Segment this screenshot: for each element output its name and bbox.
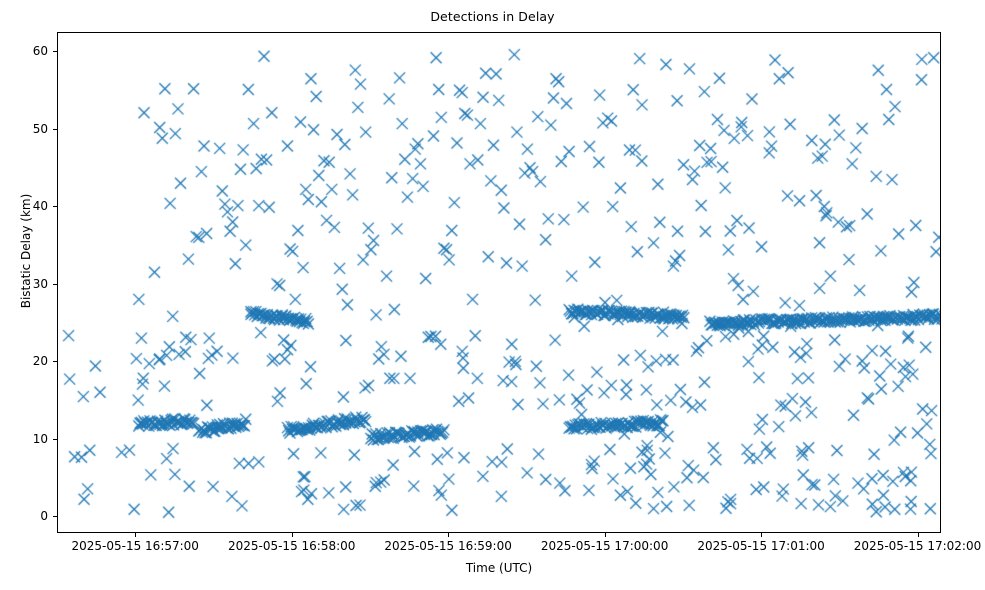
x-tick-mark (917, 533, 919, 537)
y-tick-label: 30 (32, 276, 48, 291)
x-tick-label: 2025-05-15 17:01:00 (697, 539, 825, 553)
y-tick-label: 40 (32, 199, 48, 214)
y-axis-label: Bistatic Delay (km) (19, 193, 33, 309)
y-tick-mark (53, 515, 57, 518)
x-axis-label: Time (UTC) (465, 561, 533, 575)
y-tick-label: 60 (32, 44, 48, 59)
y-tick-label: 0 (40, 508, 48, 523)
x-tick-label: 2025-05-15 17:00:00 (540, 539, 669, 553)
x-tick-mark (604, 533, 606, 537)
x-tick-label: 2025-05-15 17:02:00 (853, 539, 982, 553)
y-tick-mark (53, 206, 57, 208)
page-title: Detections in Delay (430, 9, 555, 24)
y-tick-label: 50 (32, 121, 48, 136)
plot-area (57, 32, 941, 533)
y-tick-label: 20 (32, 354, 48, 369)
x-tick-label: 2025-05-15 16:57:00 (71, 539, 199, 553)
x-tick-label: 2025-05-15 16:58:00 (227, 539, 356, 553)
x-tick-mark (135, 533, 137, 537)
x-tick-mark (448, 533, 450, 537)
y-tick-mark (53, 361, 57, 363)
y-tick-mark (53, 128, 57, 130)
y-tick-mark (53, 438, 57, 440)
y-tick-mark (53, 283, 57, 285)
scatter-plot-canvas (58, 33, 940, 532)
x-tick-mark (291, 533, 293, 537)
x-tick-mark (761, 533, 763, 537)
y-tick-mark (53, 51, 57, 53)
x-tick-label: 2025-05-15 16:59:00 (384, 539, 512, 553)
y-tick-label: 10 (32, 431, 48, 446)
